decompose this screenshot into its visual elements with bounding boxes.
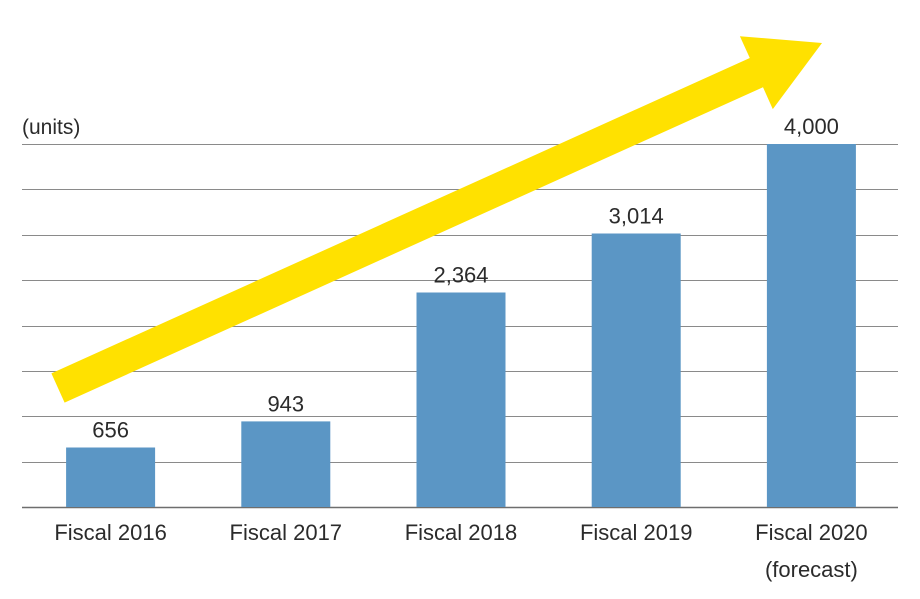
value-label-3: 2,364 xyxy=(433,263,488,288)
bar-1 xyxy=(66,447,156,507)
bar-5 xyxy=(766,144,856,507)
value-label-5: 4,000 xyxy=(784,114,839,139)
value-label-1: 656 xyxy=(92,418,129,443)
bar-2 xyxy=(241,421,331,507)
x-tick-label-1: Fiscal 2016 xyxy=(54,520,167,545)
x-tick-label-2: Fiscal 2017 xyxy=(230,520,343,545)
labels: (units) 656 943 2,364 3,014 4,000 Fiscal 2016… xyxy=(22,114,868,582)
bar-3 xyxy=(416,292,506,507)
value-label-2: 943 xyxy=(267,391,304,416)
trend-arrow-layer xyxy=(51,36,822,403)
x-tick-sublabel-5: (forecast) xyxy=(765,557,858,582)
bars xyxy=(66,144,856,507)
x-tick-label-4: Fiscal 2019 xyxy=(580,520,693,545)
bar-4 xyxy=(591,233,681,507)
unit-label: (units) xyxy=(22,116,80,139)
x-tick-label-5: Fiscal 2020 xyxy=(755,520,868,545)
value-label-4: 3,014 xyxy=(609,204,664,229)
x-tick-label-3: Fiscal 2018 xyxy=(405,520,518,545)
trend-arrow xyxy=(51,36,822,403)
